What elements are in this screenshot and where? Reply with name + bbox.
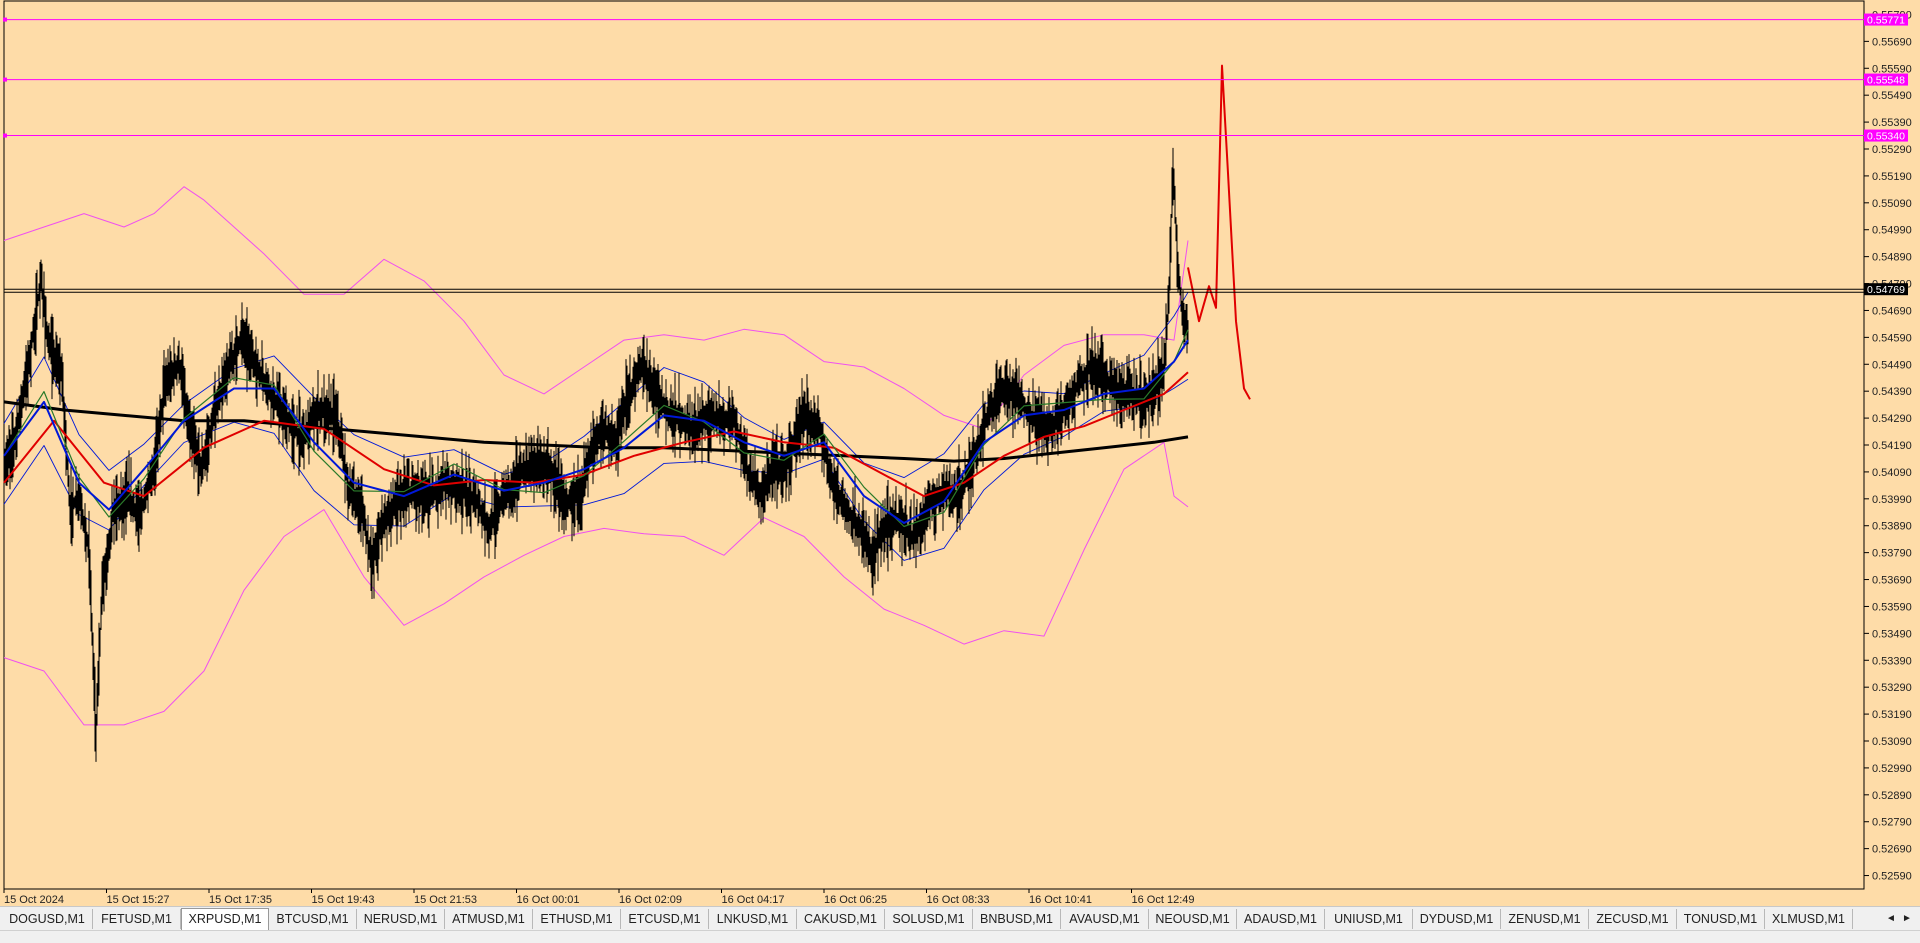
x-tick-label: 16 Oct 06:25 (824, 894, 887, 906)
tab-dogusd-m1[interactable]: DOGUSD,M1 (2, 909, 93, 929)
tab-btcusd-m1[interactable]: BTCUSD,M1 (269, 909, 357, 929)
ma-slow-line (3, 400, 1189, 463)
y-tick-label: 0.55190 (1872, 171, 1912, 183)
y-tick-label: 0.55690 (1872, 36, 1912, 48)
chart-canvas[interactable]: 0.557900.556900.555900.554900.553900.552… (0, 0, 1920, 906)
x-tick-label: 16 Oct 08:33 (927, 894, 990, 906)
tab-xrpusd-m1[interactable]: XRPUSD,M1 (181, 908, 269, 930)
symbol-tab-bar: DOGUSD,M1 FETUSD,M1 XRPUSD,M1 BTCUSD,M1 NERU… (0, 906, 1920, 931)
y-tick-label: 0.53990 (1872, 494, 1912, 506)
inner-band-lower-line (3, 378, 1189, 561)
y-tick-label: 0.53590 (1872, 601, 1912, 613)
y-tick-label: 0.54290 (1872, 413, 1912, 425)
x-tick-label: 15 Oct 17:35 (209, 894, 272, 906)
tab-nerusd-m1[interactable]: NERUSD,M1 (357, 909, 445, 929)
projection-line (1187, 64, 1251, 400)
y-tick-label: 0.54590 (1872, 332, 1912, 344)
y-tick-label: 0.55290 (1872, 144, 1912, 156)
tab-neousd-m1[interactable]: NEOUSD,M1 (1149, 909, 1237, 929)
tab-bnbusd-m1[interactable]: BNBUSD,M1 (973, 909, 1061, 929)
x-tick-label: 16 Oct 00:01 (517, 894, 580, 906)
ma-green-line (3, 329, 1189, 528)
status-bar (0, 930, 1920, 943)
x-tick-label: 15 Oct 21:53 (414, 894, 477, 906)
level-anchor-handle[interactable] (3, 133, 7, 138)
price-tag-label: 0.55771 (1867, 15, 1905, 27)
y-tick-label: 0.52590 (1872, 871, 1912, 883)
price-tag (1864, 13, 1908, 26)
x-tick-label: 16 Oct 04:17 (722, 894, 785, 906)
y-tick-label: 0.52890 (1872, 790, 1912, 802)
y-tick-label: 0.53390 (1872, 655, 1912, 667)
y-tick-label: 0.52690 (1872, 844, 1912, 856)
level-anchor-handle[interactable] (3, 17, 7, 22)
tab-zecusd-m1[interactable]: ZECUSD,M1 (1589, 909, 1677, 929)
x-tick-label: 15 Oct 19:43 (312, 894, 375, 906)
bollinger-lower-line (3, 441, 1189, 726)
ma-fast-line (3, 339, 1189, 524)
y-tick-label: 0.53190 (1872, 709, 1912, 721)
x-tick-label: 15 Oct 2024 (4, 894, 64, 906)
tab-avausd-m1[interactable]: AVAUSD,M1 (1061, 909, 1149, 929)
y-tick-label: 0.55390 (1872, 117, 1912, 129)
tab-scroll-left-icon[interactable]: ◄ (1886, 913, 1896, 924)
y-tick-label: 0.54190 (1872, 440, 1912, 452)
y-tick-label: 0.54690 (1872, 305, 1912, 317)
y-tick-label: 0.52990 (1872, 763, 1912, 775)
x-tick-label: 16 Oct 12:49 (1132, 894, 1195, 906)
x-tick-label: 15 Oct 15:27 (107, 894, 170, 906)
price-chart[interactable]: 0.557900.556900.555900.554900.553900.552… (0, 0, 1920, 906)
tab-cakusd-m1[interactable]: CAKUSD,M1 (797, 909, 885, 929)
price-tag-label: 0.55340 (1867, 131, 1905, 143)
y-tick-label: 0.54090 (1872, 467, 1912, 479)
price-tag (1864, 129, 1908, 142)
y-tick-label: 0.55090 (1872, 198, 1912, 210)
y-tick-label: 0.53790 (1872, 548, 1912, 560)
x-tick-label: 16 Oct 10:41 (1029, 894, 1092, 906)
y-tick-label: 0.55490 (1872, 90, 1912, 102)
y-tick-label: 0.54890 (1872, 252, 1912, 264)
tab-atmusd-m1[interactable]: ATMUSD,M1 (445, 909, 533, 929)
y-tick-label: 0.55590 (1872, 63, 1912, 75)
tab-etcusd-m1[interactable]: ETCUSD,M1 (621, 909, 709, 929)
tab-fetusd-m1[interactable]: FETUSD,M1 (93, 909, 181, 929)
tab-zenusd-m1[interactable]: ZENUSD,M1 (1501, 909, 1589, 929)
tab-dydusd-m1[interactable]: DYDUSD,M1 (1413, 909, 1501, 929)
y-tick-label: 0.53290 (1872, 682, 1912, 694)
tab-solusd-m1[interactable]: SOLUSD,M1 (885, 909, 973, 929)
tab-xlmusd-m1[interactable]: XLMUSD,M1 (1765, 909, 1853, 929)
y-tick-label: 0.52790 (1872, 817, 1912, 829)
y-tick-label: 0.53490 (1872, 628, 1912, 640)
price-tag (1864, 73, 1908, 86)
y-tick-label: 0.53090 (1872, 736, 1912, 748)
tab-adausd-m1[interactable]: ADAUSD,M1 (1237, 909, 1325, 929)
x-tick-label: 16 Oct 02:09 (619, 894, 682, 906)
y-tick-label: 0.54490 (1872, 359, 1912, 371)
tab-scroll-right-icon[interactable]: ► (1902, 913, 1912, 924)
price-tag (1864, 283, 1908, 296)
tab-tonusd-m1[interactable]: TONUSD,M1 (1677, 909, 1765, 929)
y-tick-label: 0.53890 (1872, 521, 1912, 533)
y-tick-label: 0.54990 (1872, 225, 1912, 237)
y-tick-label: 0.53690 (1872, 575, 1912, 587)
tab-ethusd-m1[interactable]: ETHUSD,M1 (533, 909, 621, 929)
tab-uniusd-m1[interactable]: UNIUSD,M1 (1325, 909, 1413, 929)
y-tick-label: 0.54390 (1872, 386, 1912, 398)
level-anchor-handle[interactable] (3, 77, 7, 82)
price-tag-label: 0.54769 (1867, 284, 1905, 296)
tab-lnkusd-m1[interactable]: LNKUSD,M1 (709, 909, 797, 929)
ma-mid-line (3, 371, 1189, 498)
price-tag-label: 0.55548 (1867, 75, 1905, 87)
